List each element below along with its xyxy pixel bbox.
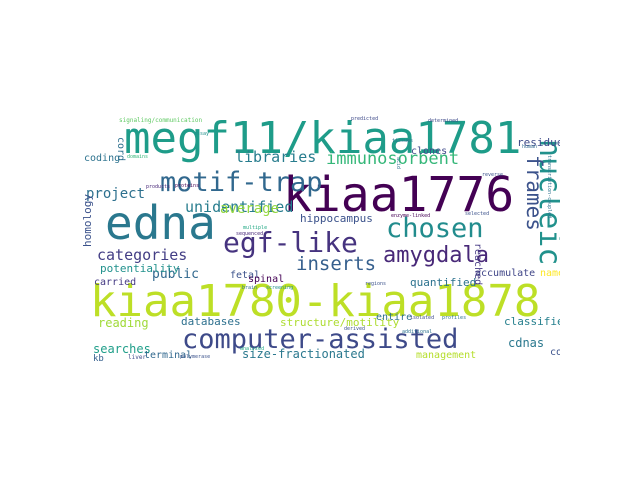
word-homology: homology [81, 194, 94, 247]
word-fetal: fetal [230, 270, 261, 281]
word-cloud: megf11/kiaa1781 kiaa1776 edna kiaa1780-k… [80, 115, 560, 365]
word-spinal: spinal [248, 274, 285, 285]
word-edna: edna [105, 196, 216, 250]
word-cord: cord [115, 137, 126, 162]
word-named: named [540, 268, 560, 279]
word-size-fractionated: size-fractionated [242, 347, 365, 361]
word-human: human [522, 144, 538, 150]
word-residues: residues [517, 136, 560, 149]
word-isolated: isolated [410, 315, 435, 321]
word-clones: clones [411, 146, 448, 157]
word-assay: assay [194, 131, 210, 137]
word-kiaa1776: kiaa1776 [283, 167, 515, 223]
word-databases: databases [181, 315, 241, 328]
word-average: average [220, 201, 280, 217]
word-immunosorbent: immunosorbent [326, 149, 460, 169]
word-terminal: terminal [144, 350, 193, 361]
word-brain: brain [242, 285, 258, 291]
word-enzyme-linked: enzyme-linked [391, 213, 431, 219]
word-management: management [416, 350, 477, 361]
word-determined: determined [428, 118, 459, 124]
word-accumulate: accumulate [475, 268, 536, 279]
word-domains: domains [127, 154, 149, 160]
word-inserts: inserts [296, 253, 377, 275]
word-libraries: libraries [235, 148, 317, 166]
word-motif-trap: motif-trap [160, 167, 323, 198]
word-products: products [146, 184, 171, 190]
word-sequenced: sequenced [236, 231, 264, 237]
word-amygdala: amygdala [383, 243, 489, 268]
word-kiaa1780-kiaa1878: kiaa1780-kiaa1878 [90, 276, 541, 327]
word-categories: categories [97, 246, 188, 264]
word-reverse: reverse [482, 172, 504, 178]
word-collect: collect [550, 347, 560, 358]
word-searches: searches [93, 342, 151, 356]
word-entire: entire [376, 312, 413, 323]
word-proteins: proteins [175, 183, 200, 189]
word-computer-assisted: computer-assisted [182, 324, 459, 355]
word-cdnas: cdnas [508, 336, 545, 350]
word-potentiality: potentiality [100, 262, 180, 275]
word-carried: carried [94, 277, 137, 288]
word-selected: selected [465, 211, 490, 217]
word-classified: classified [504, 315, 560, 328]
word-megf11-kiaa1781: megf11/kiaa1781 [124, 115, 522, 164]
word-public: public [152, 267, 199, 282]
word-frames: frames [522, 155, 546, 231]
word-reading: reading [98, 316, 149, 330]
word-liver: liver [128, 354, 147, 361]
word-predicted: predicted [351, 116, 379, 122]
word-coding: coding [84, 153, 121, 164]
word-hippocampus: hippocampus [300, 212, 373, 225]
word-kb: kb [93, 354, 104, 364]
word-analyzed: analyzed [240, 346, 265, 352]
word-acid: acid [395, 157, 401, 170]
word-multiple: multiple [243, 225, 268, 231]
word-polymerase: polymerase [180, 354, 211, 360]
word-tissues: tissues [392, 138, 414, 144]
word-project: project [86, 186, 146, 202]
word-profiles: profiles [442, 315, 467, 321]
word-regions: regions [365, 281, 387, 287]
word-structure-motility: structure/motility [280, 316, 400, 329]
word-derived: derived [344, 326, 366, 332]
word-unidentified: unidentified [185, 198, 294, 216]
word-chosen: chosen [386, 213, 484, 244]
word-signaling-communication: signaling/communication [119, 117, 203, 124]
word-reached: reached [472, 243, 483, 286]
word-transcription-coupled: transcription-coupled [546, 155, 552, 219]
word-quantified: quantified [410, 276, 477, 289]
word-additional: additional [402, 329, 433, 335]
word-egf-like: egf-like [223, 226, 358, 259]
word-screening: screening [266, 285, 294, 291]
